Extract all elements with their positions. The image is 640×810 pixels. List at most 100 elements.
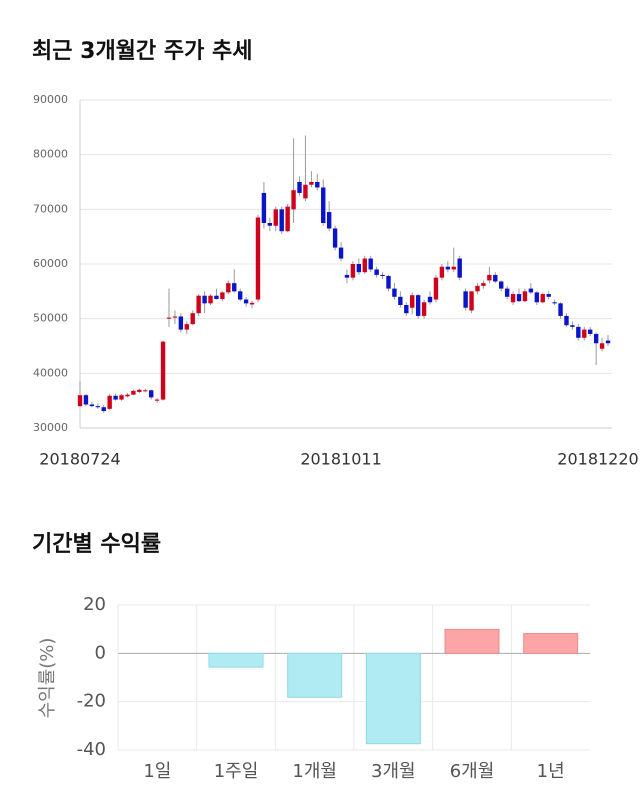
candle-body	[273, 209, 278, 226]
candle-body	[522, 291, 528, 302]
candle-body	[297, 182, 302, 193]
candle-body	[303, 184, 308, 199]
x-tick-label: 20181220	[557, 450, 638, 469]
candle-body	[232, 283, 237, 292]
candle-body	[107, 395, 112, 409]
candle-body	[558, 303, 563, 316]
candle-body	[593, 333, 599, 344]
candle-body	[457, 258, 462, 278]
candle-body	[332, 228, 338, 248]
candle-body	[160, 341, 166, 400]
candle-body	[125, 394, 130, 397]
candle-body	[220, 292, 225, 299]
candle-body	[605, 340, 611, 344]
candle-body	[119, 395, 124, 400]
candle-body	[540, 294, 545, 303]
candle-body	[279, 209, 284, 232]
candle-body	[398, 296, 403, 305]
candle-body	[588, 329, 593, 334]
candle-body	[427, 296, 433, 303]
x-tick-label: 1주일	[214, 761, 259, 782]
candle-body	[499, 281, 504, 289]
bar	[523, 633, 579, 654]
candle-body	[214, 295, 219, 299]
candle-body	[475, 285, 480, 292]
candle-body	[481, 283, 486, 286]
candle-body	[404, 305, 409, 314]
bar	[444, 628, 500, 654]
candle-body	[166, 317, 172, 319]
candle-body	[196, 295, 201, 314]
y-tick-label: 50000	[33, 312, 68, 325]
chart-title: 기간별 수익률	[32, 532, 161, 557]
candle-body	[326, 212, 332, 229]
candle-body	[451, 266, 456, 270]
candle-body	[267, 223, 273, 226]
candle-body	[534, 292, 540, 303]
bar	[208, 652, 264, 668]
y-axis-label: 수익률(%)	[37, 638, 58, 719]
candle-body	[77, 395, 83, 407]
candle-body	[582, 329, 587, 338]
y-tick-label: 20	[83, 594, 106, 615]
candle-body	[487, 274, 492, 281]
candle-body	[154, 399, 160, 401]
candle-body	[208, 295, 213, 304]
x-tick-label: 1년	[537, 761, 565, 782]
candle-body	[89, 404, 95, 407]
candle-body	[95, 406, 100, 408]
candle-body	[386, 276, 391, 289]
candle-body	[202, 295, 207, 304]
x-tick-label: 20180724	[39, 450, 120, 469]
candle-body	[350, 264, 356, 278]
candle-body	[243, 299, 249, 304]
y-tick-label: -40	[77, 739, 106, 760]
candle-body	[570, 325, 575, 327]
candle-body	[552, 302, 557, 304]
y-tick-label: 80000	[33, 148, 68, 161]
candle-body	[599, 343, 605, 349]
candle-body	[380, 274, 385, 277]
candle-body	[137, 389, 142, 392]
candle-body	[564, 315, 569, 326]
candle-body	[101, 407, 106, 412]
x-tick-label: 3개월	[371, 761, 416, 782]
y-tick-label: -20	[77, 691, 106, 712]
candle-body	[83, 395, 89, 405]
y-tick-label: 70000	[33, 202, 68, 215]
candle-body	[261, 192, 267, 223]
y-tick-label: 30000	[33, 421, 68, 434]
candle-body	[356, 264, 362, 273]
candle-body	[421, 302, 427, 316]
candle-body	[576, 326, 581, 338]
candle-body	[374, 269, 379, 275]
candle-body	[226, 283, 231, 293]
candle-body	[344, 274, 350, 278]
candle-body	[143, 390, 148, 392]
candle-body	[433, 277, 439, 300]
candle-body	[190, 313, 195, 325]
x-tick-label: 1일	[143, 761, 171, 782]
candle-body	[368, 258, 373, 270]
candle-body	[463, 291, 468, 308]
y-tick-label: 60000	[33, 257, 68, 270]
bar	[365, 652, 421, 745]
candle-body	[309, 182, 314, 185]
candle-body	[392, 288, 397, 297]
x-tick-label: 20181011	[300, 450, 381, 469]
candle-body	[528, 288, 534, 293]
candle-body	[131, 390, 136, 395]
candle-body	[184, 324, 189, 330]
candle-body	[410, 295, 415, 308]
candle-body	[504, 288, 510, 297]
candle-body	[510, 294, 516, 303]
x-tick-label: 1개월	[292, 761, 337, 782]
candle-body	[439, 266, 445, 278]
y-tick-label: 90000	[33, 93, 68, 106]
candle-body	[249, 302, 255, 305]
chart-title: 최근 3개월간 주가 추세	[32, 39, 252, 64]
bar	[287, 652, 343, 698]
candle-body	[315, 182, 320, 188]
candle-body	[362, 258, 367, 273]
